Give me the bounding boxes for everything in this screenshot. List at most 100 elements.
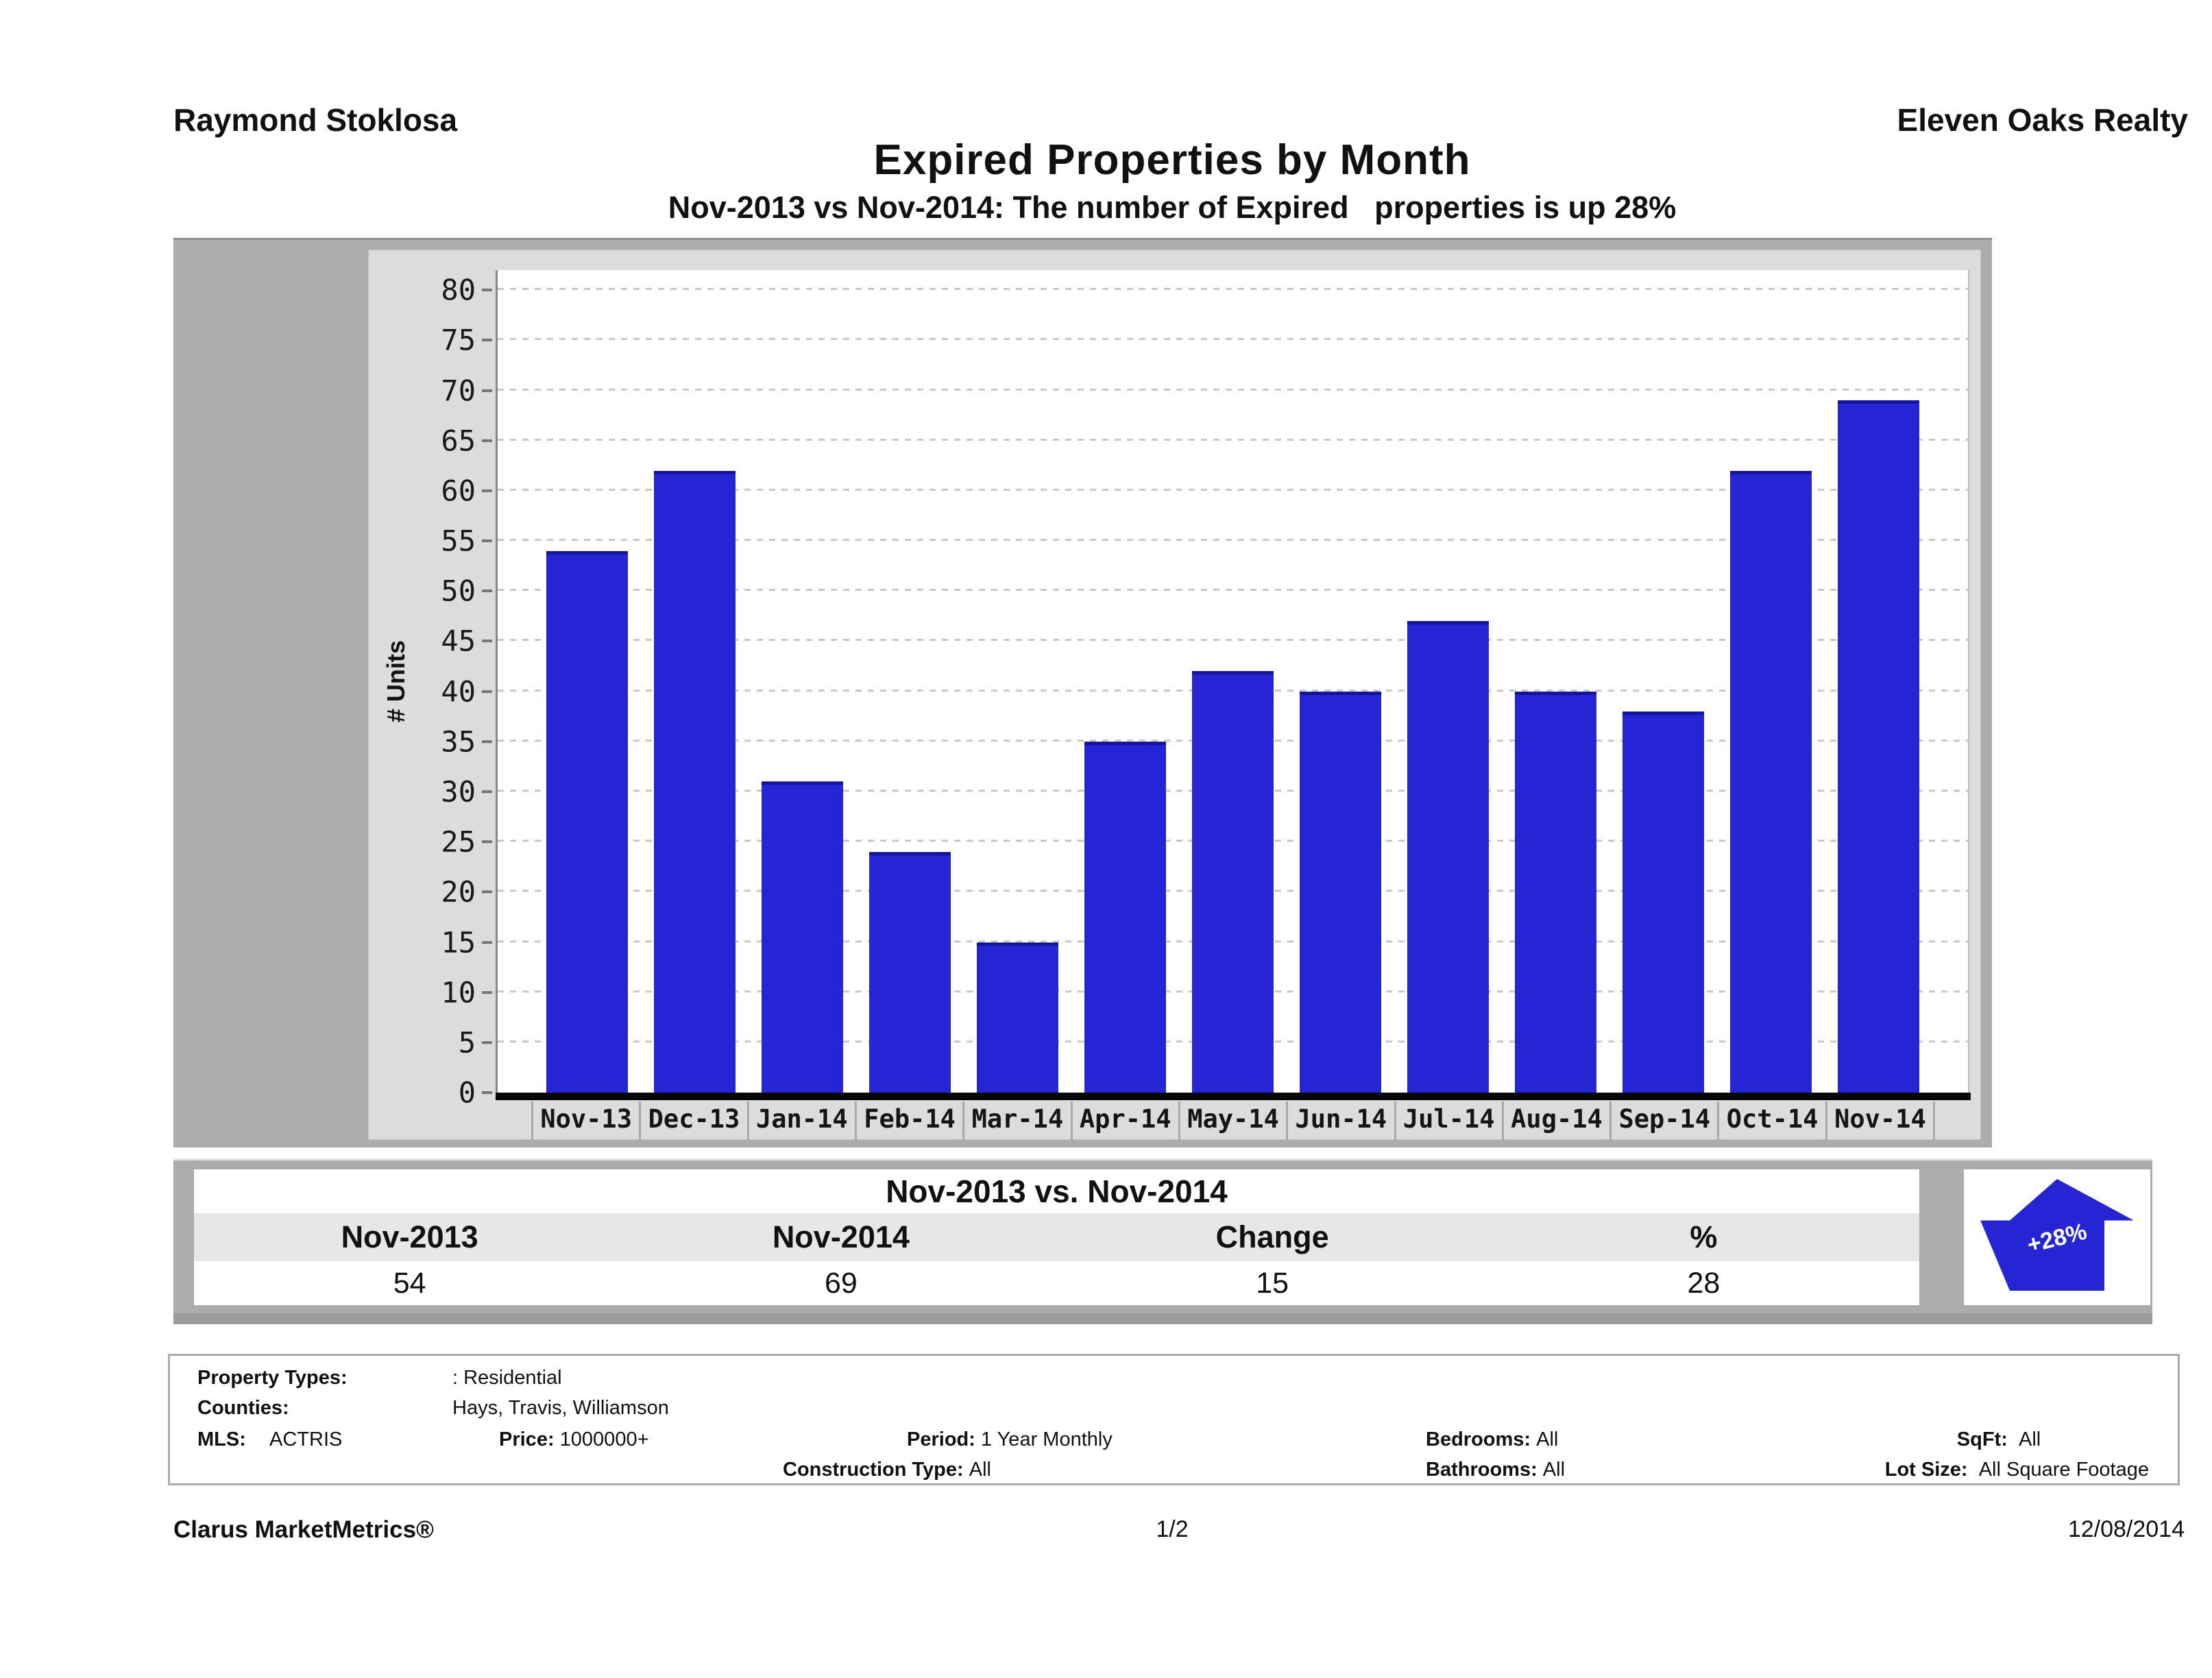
- gridline: [498, 438, 1968, 441]
- bar-jul-14: [1407, 621, 1490, 1093]
- criteria-bathrooms: Bathrooms: All: [1426, 1459, 1565, 1481]
- bar-nov-13: [546, 550, 629, 1093]
- y-axis-tick-label: 55: [441, 524, 476, 558]
- y-axis-tick-mark: [482, 740, 492, 743]
- bar-series: [498, 270, 1968, 1093]
- y-axis-tick-label: 75: [441, 323, 476, 357]
- trend-badge: +28%: [2024, 1218, 2090, 1258]
- plot-area: [496, 270, 1969, 1093]
- criteria-period: Period: 1 Year Monthly: [907, 1428, 1113, 1451]
- y-axis-tick-label: 10: [441, 975, 476, 1010]
- summary-col-percent: %: [1690, 1219, 1718, 1254]
- x-axis-label: Feb-14: [854, 1102, 962, 1140]
- bar-slot: [1825, 270, 1932, 1093]
- bar-jun-14: [1299, 691, 1382, 1093]
- y-axis-tick-label: 5: [458, 1025, 476, 1060]
- footer-date: 12/08/2014: [2067, 1516, 2185, 1542]
- y-axis-tick-mark: [482, 539, 492, 543]
- y-axis-tick-label: 40: [441, 674, 476, 709]
- bedrooms-value: All: [1536, 1428, 1559, 1450]
- bar-slot: [1502, 270, 1609, 1093]
- gridline: [498, 388, 1968, 391]
- bar-apr-14: [1084, 741, 1167, 1093]
- y-axis-tick-label: 35: [441, 725, 476, 759]
- bar-slot: [1179, 270, 1287, 1093]
- bar-slot: [1071, 270, 1179, 1093]
- summary-val-percent: 28: [1687, 1267, 1721, 1300]
- y-axis-tick-mark: [482, 1091, 492, 1094]
- x-axis-label: Oct-14: [1717, 1102, 1825, 1140]
- y-axis-tick-label: 60: [441, 474, 476, 508]
- y-axis-tick-label: 45: [441, 624, 476, 658]
- lot-size-label: Lot Size:: [1884, 1459, 1968, 1481]
- x-axis-label: Jul-14: [1394, 1102, 1502, 1140]
- criteria-bedrooms: Bedrooms: All: [1426, 1428, 1558, 1451]
- y-axis-tick-mark: [482, 640, 492, 643]
- counties-value: Hays, Travis, Williamson: [452, 1397, 669, 1419]
- y-axis-labels: 0 5 10 15 20 25 30 35 40 45 50 55 60 65 70 75 80: [410, 270, 476, 1110]
- x-axis-label: Sep-14: [1609, 1102, 1717, 1140]
- sqft-label: SqFt:: [1956, 1428, 2008, 1450]
- construction-value: All: [969, 1459, 991, 1481]
- bar-slot: [533, 270, 641, 1093]
- summary-header-row: Nov-2013 Nov-2014 Change %: [194, 1213, 1919, 1261]
- bar-slot: [856, 270, 964, 1093]
- page-title: Expired Properties by Month: [873, 136, 1471, 184]
- x-axis-labels: Nov-13 Dec-13 Jan-14 Feb-14 Mar-14 Apr-14 May-…: [496, 1102, 1971, 1140]
- bedrooms-label: Bedrooms:: [1426, 1428, 1531, 1450]
- y-axis-tick-mark: [482, 289, 492, 292]
- x-axis-label: Mar-14: [962, 1102, 1070, 1140]
- criteria-counties: Counties: Hays, Travis, Williamson: [197, 1397, 669, 1420]
- summary-val-change: 15: [1256, 1267, 1289, 1300]
- bar-jan-14: [761, 781, 844, 1093]
- summary-col-change: Change: [1215, 1219, 1329, 1254]
- mls-label: MLS:: [197, 1428, 246, 1450]
- y-axis-tick-label: 80: [441, 273, 476, 307]
- bar-mar-14: [976, 942, 1059, 1093]
- bar-slot: [1609, 270, 1717, 1093]
- gridline: [498, 589, 1968, 592]
- criteria-price: Price: 1000000+: [499, 1428, 649, 1451]
- lot-size-value: All Square Footage: [1978, 1459, 2149, 1481]
- chart-panel: # Units 0 5 10 15 20 25 30 35 40 45 50 55 60 65 70 75 80…: [173, 238, 1992, 1147]
- bar-nov-14: [1837, 400, 1920, 1093]
- summary-val-nov2013: 54: [393, 1267, 426, 1300]
- summary-col-nov2014: Nov-2014: [772, 1219, 910, 1254]
- summary-title: Nov-2013 vs. Nov-2014: [194, 1169, 1919, 1213]
- summary-val-nov2014: 69: [824, 1267, 858, 1300]
- bar-dec-13: [653, 470, 736, 1093]
- criteria-construction: Construction Type: All: [783, 1459, 991, 1481]
- y-axis-tick-mark: [482, 1041, 492, 1044]
- property-types-value: : Residential: [452, 1367, 562, 1389]
- criteria-mls: MLS: ACTRIS: [197, 1428, 342, 1451]
- bar-slot: [964, 270, 1071, 1093]
- period-label: Period:: [907, 1428, 975, 1450]
- criteria-sqft: SqFt: All: [1957, 1428, 2149, 1451]
- footer-brand: Clarus MarketMetrics®: [173, 1516, 434, 1543]
- bar-slot: [641, 270, 749, 1093]
- y-axis-tick-label: 0: [458, 1075, 476, 1110]
- y-axis-tick-label: 50: [441, 574, 476, 608]
- x-axis-label: Apr-14: [1070, 1102, 1178, 1140]
- summary-col-nov2013: Nov-2013: [341, 1219, 478, 1254]
- up-arrow-icon: +28%: [1980, 1179, 2134, 1291]
- y-axis-tick-label: 20: [441, 875, 476, 909]
- y-axis-tick-mark: [482, 990, 492, 994]
- x-axis-line: [496, 1093, 1971, 1100]
- summary-table: Nov-2013 vs. Nov-2014 Nov-2013 Nov-2014 …: [194, 1169, 1919, 1305]
- sqft-value: All: [2019, 1428, 2041, 1450]
- construction-label: Construction Type:: [783, 1459, 964, 1481]
- y-axis-tick-label: 30: [441, 775, 476, 809]
- bar-oct-14: [1729, 470, 1812, 1093]
- bar-slot: [1394, 270, 1502, 1093]
- x-axis-label: Aug-14: [1501, 1102, 1609, 1140]
- y-axis-title: # Units: [382, 640, 410, 723]
- company-name: Eleven Oaks Realty: [1897, 102, 2188, 138]
- price-value: 1000000+: [559, 1428, 649, 1450]
- gridline: [498, 288, 1968, 291]
- price-label: Price:: [499, 1428, 555, 1450]
- page-subtitle: Nov-2013 vs Nov-2014: The number of Expi…: [668, 190, 1677, 225]
- y-axis-tick-mark: [482, 589, 492, 593]
- y-axis-tick-mark: [482, 489, 492, 492]
- y-axis-tick-mark: [482, 389, 492, 392]
